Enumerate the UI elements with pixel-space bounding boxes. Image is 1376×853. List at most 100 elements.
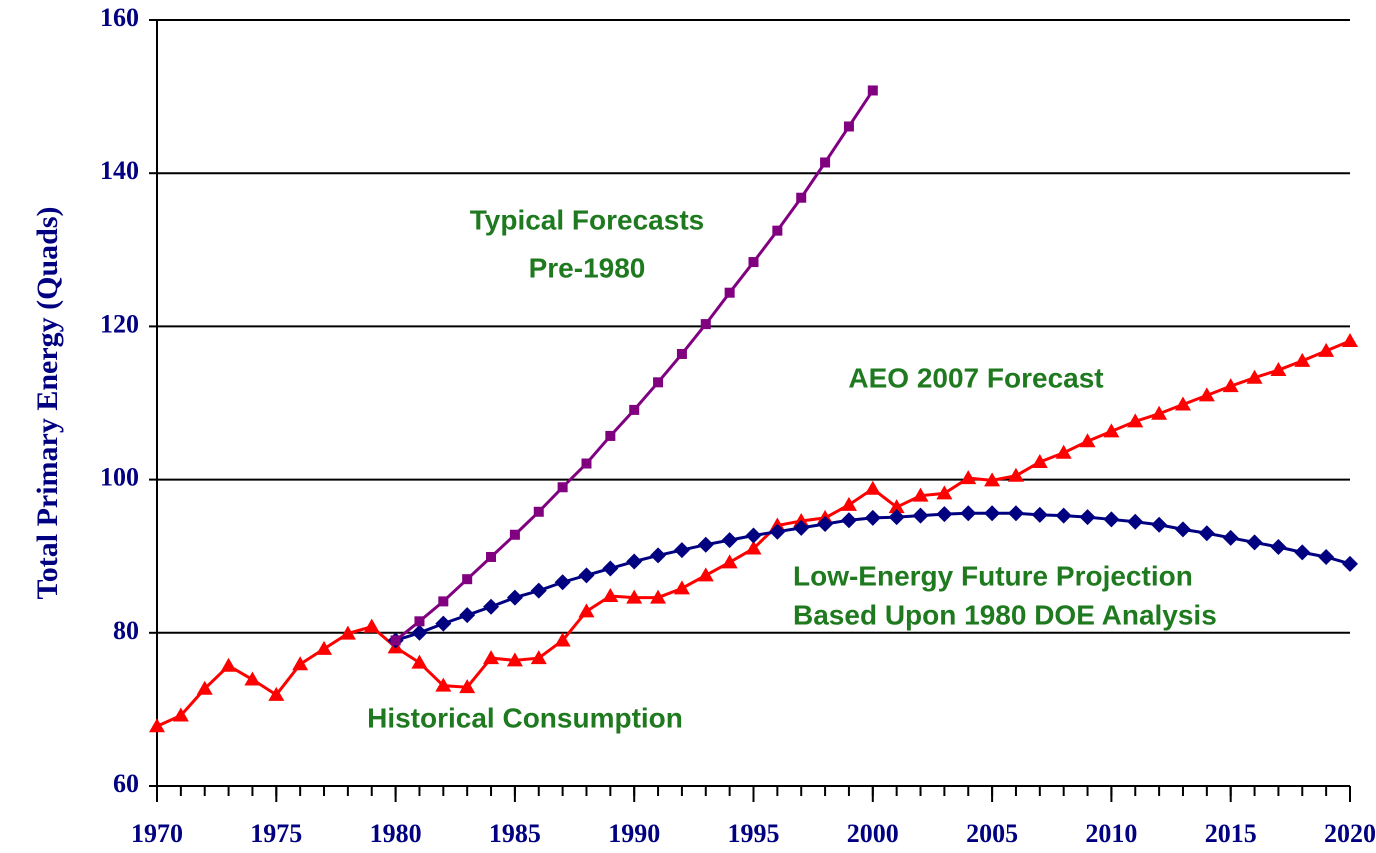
marker <box>867 85 878 96</box>
marker <box>172 707 189 722</box>
marker <box>462 574 473 585</box>
y-tick-label: 160 <box>100 3 139 32</box>
marker <box>697 536 714 553</box>
x-tick-label: 1970 <box>131 819 183 848</box>
annotation: Low-Energy Future Projection <box>793 560 1193 591</box>
marker <box>1151 516 1168 533</box>
marker <box>483 650 500 665</box>
x-tick-label: 2005 <box>966 819 1018 848</box>
marker <box>292 656 309 671</box>
marker <box>1318 342 1335 357</box>
marker <box>650 547 667 564</box>
marker <box>435 615 452 632</box>
marker <box>724 287 735 298</box>
marker <box>888 499 905 514</box>
marker <box>1342 332 1358 347</box>
marker <box>1079 433 1096 448</box>
y-tick-label: 120 <box>100 309 139 338</box>
marker <box>581 458 592 469</box>
marker <box>817 516 834 533</box>
marker <box>578 567 595 584</box>
marker <box>676 348 687 359</box>
marker <box>697 567 714 582</box>
marker <box>1198 525 1215 542</box>
marker <box>936 485 953 500</box>
marker <box>149 718 165 733</box>
marker <box>459 679 476 694</box>
marker <box>820 157 831 168</box>
marker <box>843 121 854 132</box>
x-tick-label: 1975 <box>250 819 302 848</box>
x-tick-label: 2000 <box>847 819 899 848</box>
marker <box>1294 352 1311 367</box>
marker <box>1055 444 1072 459</box>
marker <box>629 404 640 415</box>
marker <box>626 553 643 570</box>
marker <box>721 532 738 549</box>
marker <box>1174 521 1191 538</box>
marker <box>796 192 807 203</box>
marker <box>1103 511 1120 528</box>
marker <box>721 554 738 569</box>
marker <box>772 225 783 236</box>
marker <box>390 635 401 646</box>
marker <box>605 430 616 441</box>
marker <box>1007 505 1024 522</box>
marker <box>960 505 977 522</box>
marker <box>483 598 500 615</box>
marker <box>509 529 520 540</box>
marker <box>506 652 523 667</box>
marker <box>864 509 881 526</box>
marker <box>414 616 425 627</box>
x-tick-label: 2020 <box>1324 819 1376 848</box>
annotation: Pre-1980 <box>529 252 646 283</box>
marker <box>1031 453 1048 468</box>
marker <box>1031 506 1048 523</box>
marker <box>960 470 977 485</box>
marker <box>1246 369 1263 384</box>
marker <box>220 657 237 672</box>
marker <box>1103 423 1120 438</box>
annotation: AEO 2007 Forecast <box>848 362 1103 393</box>
marker <box>316 640 333 655</box>
marker <box>244 671 261 686</box>
marker <box>554 574 571 591</box>
marker <box>602 588 619 603</box>
marker <box>1079 509 1096 526</box>
marker <box>1270 362 1287 377</box>
marker <box>363 618 380 633</box>
marker <box>769 523 786 540</box>
marker <box>936 506 953 523</box>
marker <box>268 686 285 701</box>
marker <box>530 582 547 599</box>
marker <box>748 257 759 268</box>
annotation: Based Upon 1980 DOE Analysis <box>793 599 1217 630</box>
marker <box>745 527 762 544</box>
marker <box>840 512 857 529</box>
marker <box>700 319 711 330</box>
marker <box>1127 513 1144 530</box>
x-tick-label: 1980 <box>370 819 422 848</box>
marker <box>411 654 428 669</box>
marker <box>486 551 497 562</box>
marker <box>459 607 476 624</box>
marker <box>984 505 1001 522</box>
marker <box>1198 387 1215 402</box>
marker <box>864 480 881 495</box>
marker <box>196 680 213 695</box>
y-tick-label: 80 <box>113 616 139 645</box>
marker <box>602 560 619 577</box>
marker <box>1151 405 1168 420</box>
y-tick-label: 140 <box>100 156 139 185</box>
marker <box>339 625 356 640</box>
marker <box>626 589 643 604</box>
marker <box>840 496 857 511</box>
annotation: Historical Consumption <box>367 702 683 733</box>
marker <box>1174 396 1191 411</box>
marker <box>888 509 905 526</box>
marker <box>1055 507 1072 524</box>
marker <box>650 589 667 604</box>
marker <box>912 507 929 524</box>
marker <box>411 624 428 641</box>
